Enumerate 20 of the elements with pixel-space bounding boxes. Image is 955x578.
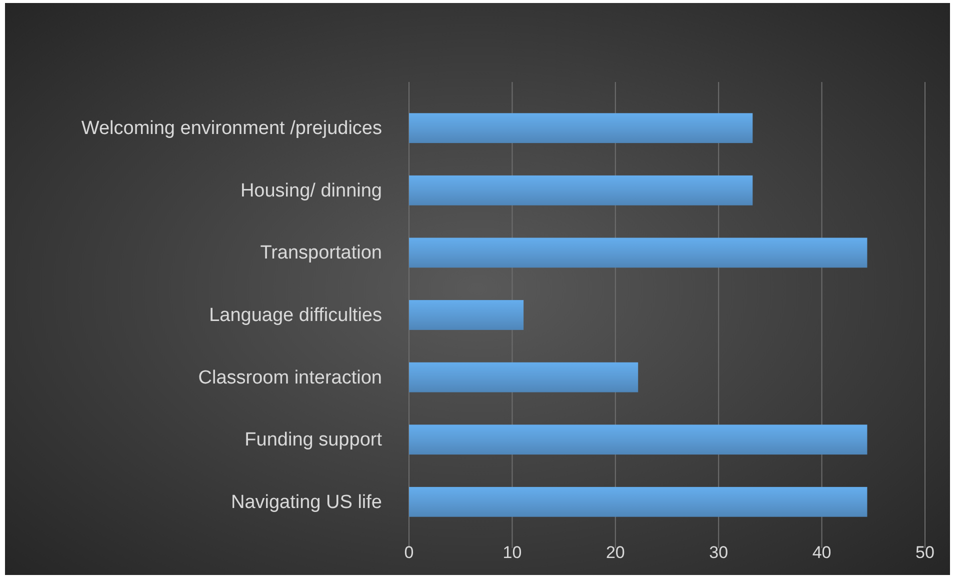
x-tick-label: 10 bbox=[502, 543, 522, 562]
y-tick-label: Welcoming environment /prejudices bbox=[81, 118, 382, 140]
y-tick-label: Navigating US life bbox=[230, 492, 382, 513]
bar bbox=[409, 362, 638, 392]
y-tick-label: Language difficulties bbox=[209, 305, 382, 326]
x-tick-label: 50 bbox=[916, 543, 934, 562]
bar bbox=[409, 175, 753, 206]
x-tick-label: 40 bbox=[812, 543, 832, 562]
bar bbox=[409, 113, 753, 144]
x-tick-label: 0 bbox=[404, 543, 414, 562]
bar bbox=[409, 424, 868, 455]
x-tick-label: 20 bbox=[606, 543, 625, 562]
bar bbox=[409, 300, 524, 330]
bar bbox=[409, 238, 868, 268]
y-tick-label: Housing/ dinning bbox=[240, 180, 382, 202]
y-tick-label: Funding support bbox=[244, 430, 383, 451]
y-tick-label: Classroom interaction bbox=[198, 367, 382, 388]
y-tick-label: Transportation bbox=[260, 242, 382, 264]
x-tick-label: 30 bbox=[709, 543, 728, 562]
bar bbox=[409, 486, 868, 517]
